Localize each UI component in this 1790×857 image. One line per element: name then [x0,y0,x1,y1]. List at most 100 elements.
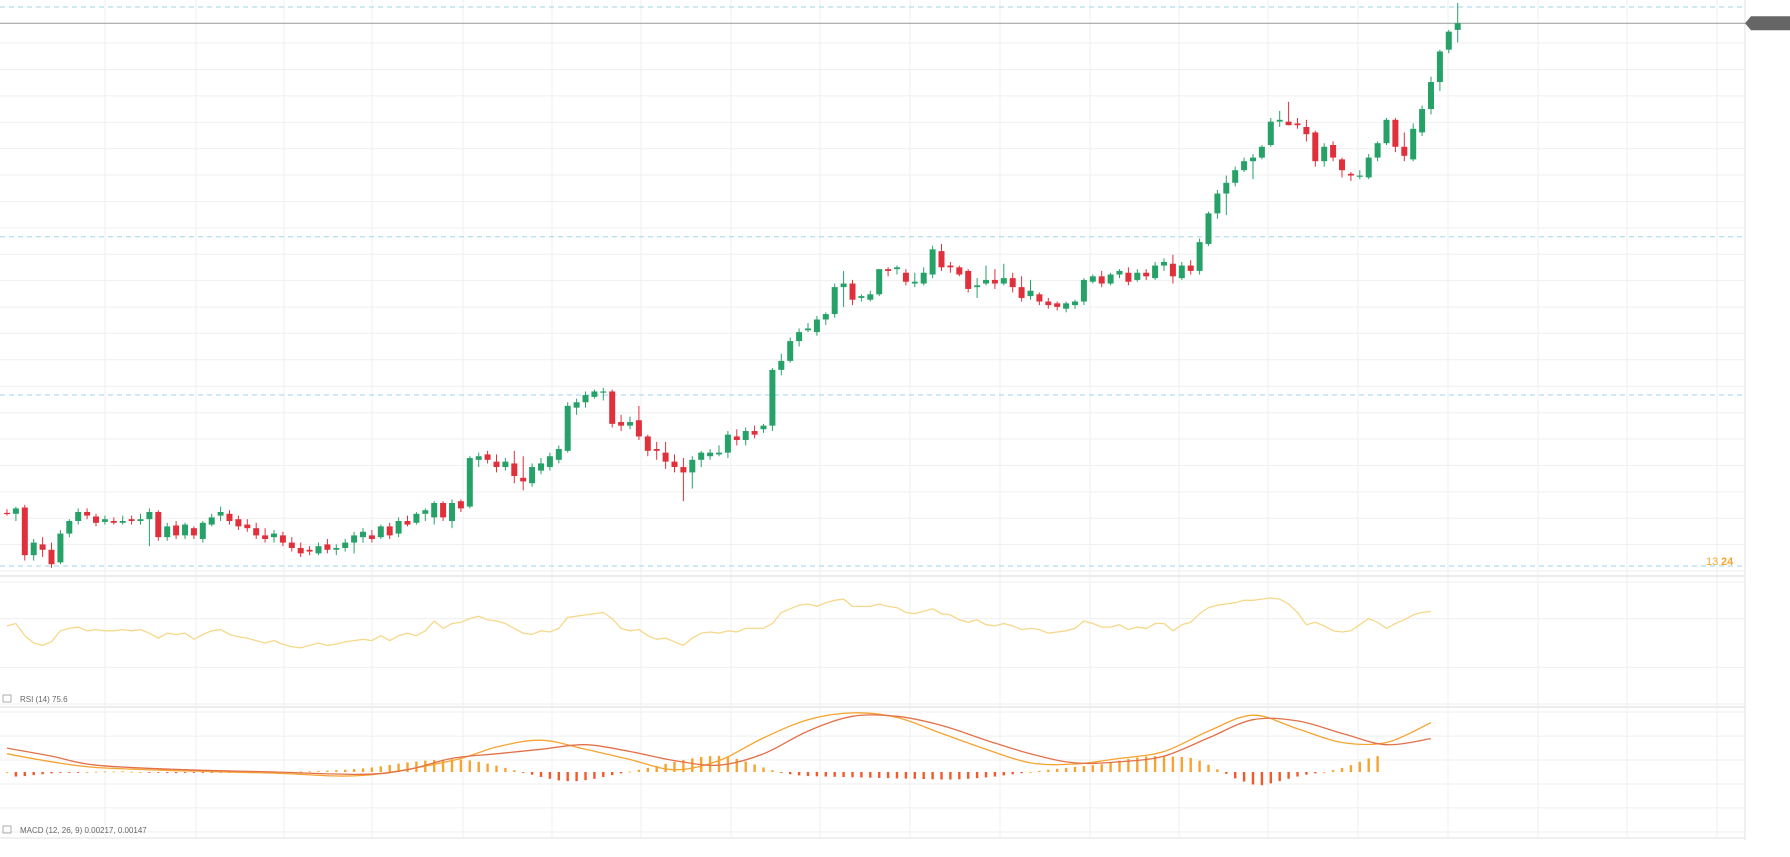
candle [591,389,598,399]
macd-histogram-bar [1189,757,1192,772]
candle [707,449,714,460]
candle [520,456,527,491]
macd-histogram-bar [148,772,151,773]
macd-histogram-bar [1296,772,1299,777]
candle-body [4,512,10,515]
macd-histogram-bar [112,771,115,773]
macd-histogram-bar [1162,756,1166,772]
candle-body [1445,31,1452,50]
macd-histogram-bar [691,758,694,772]
macd-histogram-bar [886,772,890,779]
candle-body [208,517,215,525]
macd-histogram-bar [1242,772,1246,782]
macd-histogram-bar [1198,760,1201,772]
rsi-indicator-label: RSI (14) 75.6 [20,695,68,704]
macd-histogram-bar [744,761,747,772]
candle [662,441,669,469]
candle [324,538,331,554]
corner-label-b: 24 [1721,556,1734,568]
candle-body [146,511,153,520]
macd-histogram-bar [815,772,819,777]
candle [217,506,224,521]
candle [1347,171,1354,181]
macd-histogram-bar [352,769,356,772]
candle-body [457,501,464,509]
candle [244,519,251,532]
candle-body [1027,290,1034,297]
macd-histogram-bar [50,772,53,774]
candle-body [1187,265,1194,271]
macd-histogram-bar [637,769,641,772]
candle-body [431,502,438,518]
candle-body [368,535,375,539]
candle [253,522,260,539]
candle-body [894,267,900,270]
fibonacci-layer [0,6,1745,567]
macd-histogram-bar [1118,760,1121,772]
candle [573,398,580,415]
macd-histogram-bar [183,772,187,773]
candle-body [155,511,162,538]
candle [778,353,785,376]
macd-histogram-bar [842,772,845,777]
candle-body [751,431,758,435]
candle [182,522,188,539]
candle-body [110,520,117,523]
candle-body [1018,287,1025,298]
candle-body [858,296,865,298]
candle [902,269,909,286]
macd-histogram-bar [895,772,899,779]
candle-body [724,434,731,453]
candle [288,537,295,552]
candle-body [644,436,651,451]
macd-histogram-bar [655,765,658,772]
candle [475,452,482,468]
macd-histogram-bar [797,772,801,776]
candle [1169,254,1176,284]
candle [351,531,358,554]
candle [1027,279,1034,300]
candle [66,519,73,538]
candle-body [778,360,785,370]
candle-body [57,533,64,563]
macd-line [6,712,1432,777]
candle [1143,269,1150,280]
candle-body [822,314,829,320]
macd-histogram-bar [602,772,605,777]
rsi-line [6,597,1432,649]
candle-body [137,519,144,521]
candle-body [698,452,705,460]
candle [929,245,936,279]
candle [894,265,900,275]
candle-body [1374,143,1381,158]
candle-body [1241,161,1248,171]
macd-histogram-bar [486,763,489,772]
candle-body [1214,193,1221,214]
macd-histogram-bar [1091,765,1094,772]
candle [1232,166,1239,187]
candle-body [1267,121,1274,146]
candle-body [813,319,820,333]
candle-body [555,449,562,460]
macd-histogram-bar [646,767,649,772]
macd-histogram-bar [664,763,667,772]
candle-body [653,449,660,451]
grid-layer [0,0,1746,840]
candle-body [493,461,500,468]
candle [920,267,927,286]
candle-body [440,502,447,518]
macd-histogram-bar [1056,768,1059,772]
macd-histogram-bar [771,770,774,772]
candle [769,368,776,432]
candle [724,431,731,459]
candle-body [787,341,794,361]
candle-body [707,452,714,457]
candle [716,445,722,457]
candle [110,517,117,525]
candle [271,529,277,543]
candle [733,429,740,446]
candle-body [1161,261,1167,266]
corner-label: 13 24 [1706,556,1734,568]
